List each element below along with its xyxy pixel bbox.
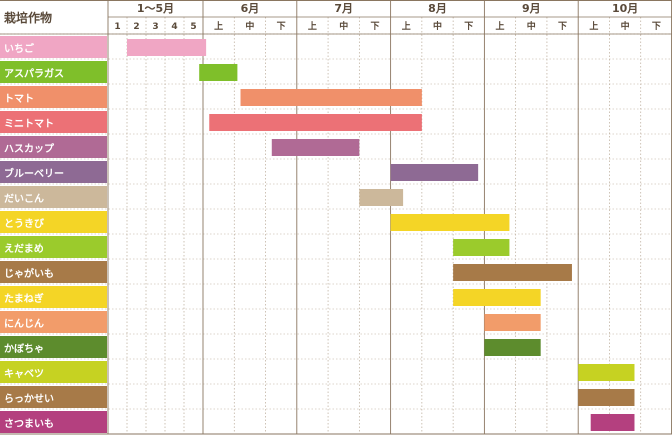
subperiod-label: 上	[308, 20, 317, 32]
subperiod-label: 下	[277, 21, 286, 32]
subperiod-label: 下	[652, 21, 661, 32]
crop-label: えだまめ	[0, 236, 107, 258]
season-bar	[271, 139, 360, 156]
subperiod-label: 5	[190, 22, 196, 32]
season-bar	[453, 239, 510, 256]
season-bar	[390, 214, 510, 231]
month-label: 6月	[241, 2, 260, 15]
season-bar	[359, 189, 404, 206]
column-header-crops: 栽培作物	[4, 10, 53, 25]
crop-label: らっかせい	[0, 386, 107, 408]
month-label: 10月	[612, 2, 638, 15]
crop-label: さつまいも	[0, 411, 107, 433]
season-bar	[590, 414, 635, 431]
season-bar	[578, 389, 635, 406]
season-bar	[578, 364, 635, 381]
subperiod-label: 4	[171, 22, 177, 32]
subperiod-label: 上	[589, 20, 598, 32]
season-bar	[484, 339, 541, 356]
subperiod-label: 1	[114, 22, 120, 32]
crop-label: キャベツ	[0, 361, 107, 383]
crop-label: ミニトマト	[0, 111, 107, 133]
season-bar	[453, 264, 572, 281]
season-bar	[484, 314, 541, 331]
subperiod-label: 中	[339, 20, 348, 32]
subperiod-label: 3	[152, 22, 158, 32]
crop-label: アスパラガス	[0, 61, 107, 83]
month-label: 8月	[428, 2, 447, 15]
crop-label: だいこん	[0, 186, 107, 208]
subperiod-label: 下	[464, 21, 473, 32]
season-bar	[240, 89, 422, 106]
crop-label: じゃがいも	[0, 261, 107, 283]
subperiod-label: 上	[496, 20, 505, 32]
subperiod-label: 下	[370, 21, 379, 32]
subperiod-label: 2	[133, 22, 139, 32]
subperiod-label: 下	[558, 21, 567, 32]
crop-label: いちご	[0, 36, 107, 58]
subperiod-label: 中	[527, 20, 536, 32]
season-bar	[453, 289, 541, 306]
subperiod-label: 上	[402, 20, 411, 32]
subperiod-label: 中	[433, 20, 442, 32]
crop-label: トマト	[0, 86, 107, 108]
subperiod-label: 中	[621, 20, 630, 32]
month-label: 1〜5月	[137, 2, 174, 15]
crop-label: とうきび	[0, 211, 107, 233]
crop-label: たまねぎ	[0, 286, 107, 308]
season-bar	[199, 64, 238, 81]
crop-label: にんじん	[0, 311, 107, 333]
subperiod-label: 中	[245, 20, 254, 32]
month-label: 9月	[522, 2, 541, 15]
crop-label: ハスカップ	[0, 136, 107, 158]
subperiod-label: 上	[214, 20, 223, 32]
crop-label: ブルーベリー	[0, 161, 107, 183]
season-bar	[390, 164, 479, 181]
season-bar	[209, 114, 422, 131]
month-label: 7月	[334, 2, 353, 15]
season-bar	[127, 39, 207, 56]
crop-label: かぼちゃ	[0, 336, 107, 358]
